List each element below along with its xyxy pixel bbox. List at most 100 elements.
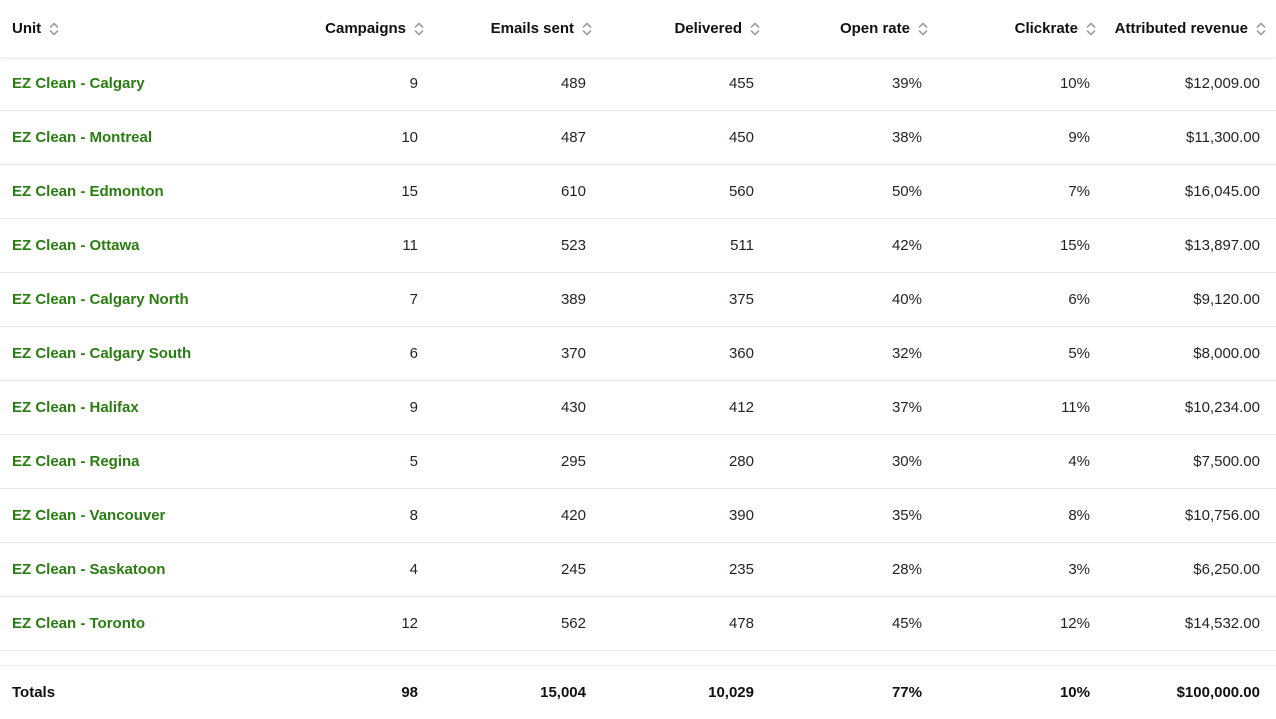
table-cell: 487 (430, 111, 598, 164)
sort-icon[interactable] (750, 21, 760, 37)
table-cell: EZ Clean - Toronto (0, 597, 262, 650)
table-cell: 8 (262, 489, 430, 542)
table-cell: 12 (262, 597, 430, 650)
unit-link[interactable]: EZ Clean - Halifax (12, 399, 139, 416)
totals-value: 10,029 (708, 684, 754, 701)
cell-value: 15 (401, 183, 418, 200)
unit-link[interactable]: EZ Clean - Toronto (12, 615, 146, 632)
table-cell: 9 (262, 381, 430, 434)
unit-link[interactable]: EZ Clean - Edmonton (12, 183, 164, 200)
table-row: EZ Clean - Calgary North 7 389 375 40% 6% $9,1… (0, 273, 1276, 327)
sort-icon[interactable] (1256, 21, 1266, 37)
table-cell: 523 (430, 219, 598, 272)
cell-value: $13,897.00 (1184, 237, 1260, 254)
table-cell: EZ Clean - Calgary South (0, 327, 262, 380)
header-cell[interactable]: Unit (0, 0, 262, 57)
cell-value: 560 (728, 183, 754, 200)
table-cell: $16,045.00 (1102, 165, 1276, 218)
table-cell: 245 (430, 543, 598, 596)
unit-link[interactable]: EZ Clean - Calgary (12, 75, 145, 92)
table-cell: 15 (262, 165, 430, 218)
column-title: Clickrate (1014, 20, 1078, 37)
table-cell: 360 (598, 327, 766, 380)
table-cell: 50% (766, 165, 934, 218)
totals-value: 77% (891, 684, 922, 701)
table-cell: 9 (262, 57, 430, 110)
table-cell: EZ Clean - Calgary (0, 57, 262, 110)
cell-value: 7 (409, 291, 418, 308)
totals-row: Totals 98 15,004 10,029 77% 10% $100,000.00 (0, 665, 1276, 719)
sort-icon[interactable] (582, 21, 592, 37)
table-row: EZ Clean - Toronto 12 562 478 45% 12% $14,532.… (0, 597, 1276, 651)
cell-value: 30% (891, 453, 922, 470)
totals-cell: 10,029 (598, 666, 766, 719)
sort-chevrons (1086, 22, 1096, 35)
table-row: EZ Clean - Edmonton 15 610 560 50% 7% $16,045.… (0, 165, 1276, 219)
header-cell[interactable]: Delivered (598, 0, 766, 57)
totals-cell: 15,004 (430, 666, 598, 719)
table-cell: EZ Clean - Ottawa (0, 219, 262, 272)
table-cell: 560 (598, 165, 766, 218)
table-cell: 511 (598, 219, 766, 272)
unit-link[interactable]: EZ Clean - Saskatoon (12, 561, 166, 578)
header-cell[interactable]: Open rate (766, 0, 934, 57)
sort-chevrons (918, 22, 928, 35)
sort-icon[interactable] (414, 21, 424, 37)
cell-value: 412 (728, 399, 754, 416)
cell-value: 455 (728, 75, 754, 92)
header-row: Unit Campaigns Emails sent Delivered Open ra… (0, 0, 1276, 57)
cell-value: 5% (1068, 345, 1090, 362)
table-cell: 32% (766, 327, 934, 380)
table-cell: 390 (598, 489, 766, 542)
table-cell: 10 (262, 111, 430, 164)
unit-link[interactable]: EZ Clean - Calgary North (12, 291, 189, 308)
header-cell[interactable]: Emails sent (430, 0, 598, 57)
table-cell: 412 (598, 381, 766, 434)
table-cell: EZ Clean - Edmonton (0, 165, 262, 218)
cell-value: 10% (1059, 75, 1090, 92)
cell-value: 489 (560, 75, 586, 92)
cell-value: 9% (1068, 129, 1090, 146)
table-cell: 39% (766, 57, 934, 110)
table-cell: 562 (430, 597, 598, 650)
unit-link[interactable]: EZ Clean - Ottawa (12, 237, 140, 254)
table-row: EZ Clean - Calgary 9 489 455 39% 10% $12,009.0… (0, 57, 1276, 111)
table-row: EZ Clean - Halifax 9 430 412 37% 11% $10,234.0… (0, 381, 1276, 435)
table-cell: $14,532.00 (1102, 597, 1276, 650)
table-row: EZ Clean - Montreal 10 487 450 38% 9% $11,300.… (0, 111, 1276, 165)
table-cell: 478 (598, 597, 766, 650)
header-cell[interactable]: Clickrate (934, 0, 1102, 57)
cell-value: 12% (1059, 615, 1090, 632)
sort-icon[interactable] (918, 21, 928, 37)
table-cell: 11 (262, 219, 430, 272)
table-cell: 235 (598, 543, 766, 596)
unit-link[interactable]: EZ Clean - Calgary South (12, 345, 192, 362)
unit-link[interactable]: EZ Clean - Vancouver (12, 507, 166, 524)
sort-icon[interactable] (49, 21, 59, 37)
totals-value: 10% (1059, 684, 1090, 701)
table-cell: 295 (430, 435, 598, 488)
sort-icon[interactable] (1086, 21, 1096, 37)
table-cell: EZ Clean - Saskatoon (0, 543, 262, 596)
column-title: Delivered (674, 20, 742, 37)
table-row: EZ Clean - Vancouver 8 420 390 35% 8% $10,756.… (0, 489, 1276, 543)
cell-value: 8% (1068, 507, 1090, 524)
table-cell: $9,120.00 (1102, 273, 1276, 326)
unit-link[interactable]: EZ Clean - Montreal (12, 129, 153, 146)
table-row: EZ Clean - Saskatoon 4 245 235 28% 3% $6,250.0… (0, 543, 1276, 597)
header-cell[interactable]: Campaigns (262, 0, 430, 57)
cell-value: 4% (1068, 453, 1090, 470)
totals-value: $100,000.00 (1176, 684, 1260, 701)
table-cell: 8% (934, 489, 1102, 542)
cell-value: $8,000.00 (1193, 345, 1260, 362)
unit-link[interactable]: EZ Clean - Regina (12, 453, 140, 470)
table-cell: 37% (766, 381, 934, 434)
table-cell: 3% (934, 543, 1102, 596)
header-cell[interactable]: Attributed revenue (1102, 0, 1276, 57)
table-cell: 7% (934, 165, 1102, 218)
cell-value: $7,500.00 (1193, 453, 1260, 470)
table-cell: 450 (598, 111, 766, 164)
cell-value: 478 (728, 615, 754, 632)
cell-value: 45% (891, 615, 922, 632)
